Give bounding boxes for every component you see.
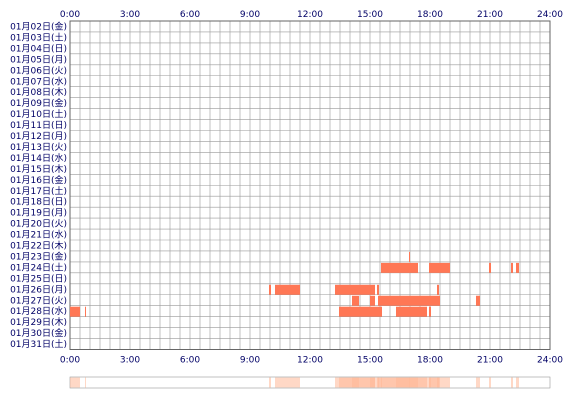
grid — [69, 20, 551, 350]
activity-block — [275, 284, 300, 295]
activity-block — [370, 295, 375, 306]
x-tick-label-top: 21:00 — [477, 10, 503, 20]
date-label: 01月21日(水) — [10, 229, 67, 241]
date-label: 01月14日(水) — [10, 152, 67, 164]
x-tick-label-top: 15:00 — [357, 10, 383, 20]
density-segment — [396, 377, 427, 388]
date-label: 01月07日(水) — [10, 75, 67, 87]
date-label: 01月02日(金) — [10, 21, 67, 33]
activity-block — [381, 262, 418, 273]
x-tick-label-top: 9:00 — [240, 10, 260, 20]
activity-block — [511, 262, 513, 273]
date-label: 01月05日(月) — [10, 54, 67, 65]
activity-block — [409, 251, 410, 262]
x-tick-label-top: 24:00 — [537, 10, 563, 20]
activity-block — [437, 284, 439, 295]
x-tick-label-bottom: 12:00 — [297, 356, 323, 366]
activity-block — [516, 262, 519, 273]
x-tick-label-bottom: 24:00 — [537, 356, 563, 366]
top-axis-labels: 0:00 3:00 6:00 9:00 12:00 15:00 18:00 21:00 24:0… — [60, 10, 563, 20]
date-label: 01月16日(金) — [10, 174, 67, 186]
date-label: 01月22日(木) — [10, 240, 67, 252]
density-strip — [69, 376, 551, 389]
date-label: 01月08日(木) — [10, 86, 67, 98]
density-segment — [70, 377, 80, 388]
density-segment — [516, 377, 519, 388]
date-label: 01月17日(土) — [10, 185, 67, 197]
date-label: 01月25日(日) — [10, 273, 67, 284]
bottom-axis-labels: 0:00 3:00 6:00 9:00 12:00 15:00 18:00 21:00 24:0… — [60, 356, 563, 366]
activity-block — [339, 306, 382, 317]
date-label: 01月09日(金) — [10, 97, 67, 109]
date-label: 01月24日(土) — [10, 261, 67, 273]
activity-block — [476, 295, 480, 306]
x-tick-label-bottom: 21:00 — [477, 356, 503, 366]
date-label: 01月06日(火) — [10, 65, 67, 76]
x-tick-label-bottom: 18:00 — [417, 356, 443, 366]
density-segment — [489, 377, 491, 388]
activity-block — [352, 295, 359, 306]
date-label: 01月04日(日) — [10, 43, 67, 54]
density-segment — [275, 377, 300, 388]
x-tick-label-top: 6:00 — [180, 10, 200, 20]
x-tick-label-bottom: 3:00 — [120, 356, 140, 366]
x-tick-label-top: 0:00 — [60, 10, 80, 20]
activity-block — [269, 284, 271, 295]
x-tick-label-top: 18:00 — [417, 10, 443, 20]
activity-block — [429, 306, 431, 317]
date-label: 01月13日(火) — [10, 142, 67, 153]
density-segment — [339, 377, 382, 388]
date-label: 01月29日(木) — [10, 316, 67, 328]
date-label: 01月31日(土) — [10, 338, 67, 350]
density-segment — [269, 377, 271, 388]
activity-block — [85, 306, 86, 317]
activity-block — [335, 284, 375, 295]
date-label: 01月15日(木) — [10, 163, 67, 175]
date-label: 01月26日(月) — [10, 284, 67, 295]
density-segment — [511, 377, 513, 388]
activity-block — [396, 306, 427, 317]
activity-block — [377, 284, 379, 295]
date-label: 01月03日(土) — [10, 31, 67, 43]
date-label: 01月30日(金) — [10, 327, 67, 339]
date-label: 01月19日(月) — [10, 208, 67, 219]
date-label: 01月12日(月) — [10, 131, 67, 142]
date-row-labels: 01月02日(金)01月03日(土)01月04日(日)01月05日(月)01月0… — [10, 21, 67, 351]
activity-blocks — [70, 251, 519, 317]
date-label: 01月28日(水) — [10, 305, 67, 317]
density-segment — [429, 377, 431, 388]
date-label: 01月10日(土) — [10, 108, 67, 120]
activity-block — [378, 295, 440, 306]
x-tick-label-top: 12:00 — [297, 10, 323, 20]
x-tick-label-bottom: 0:00 — [60, 356, 80, 366]
date-label: 01月11日(日) — [10, 120, 67, 131]
x-tick-label-top: 3:00 — [120, 10, 140, 20]
activity-block — [489, 262, 491, 273]
activity-block — [70, 306, 80, 317]
plot-border — [69, 20, 551, 350]
density-segment — [85, 377, 86, 388]
x-tick-label-bottom: 9:00 — [240, 356, 260, 366]
density-segment — [476, 377, 480, 388]
date-label: 01月20日(火) — [10, 219, 67, 230]
x-tick-label-bottom: 15:00 — [357, 356, 383, 366]
date-label: 01月23日(金) — [10, 250, 67, 262]
x-tick-label-bottom: 6:00 — [180, 356, 200, 366]
activity-block — [429, 262, 450, 273]
date-label: 01月27日(火) — [10, 295, 67, 306]
date-label: 01月18日(日) — [10, 197, 67, 208]
